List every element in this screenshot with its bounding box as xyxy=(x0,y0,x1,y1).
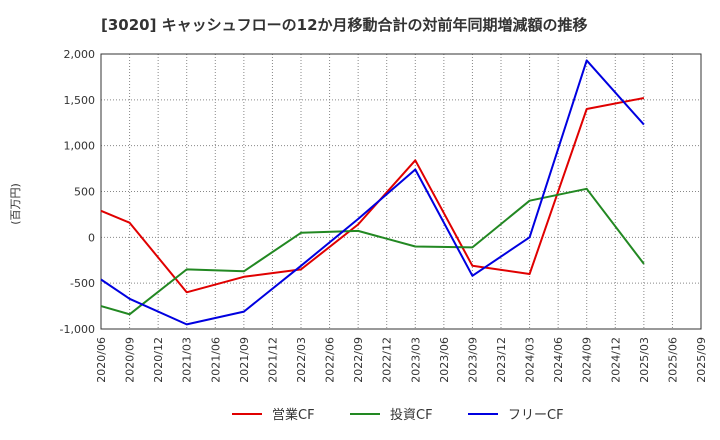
x-tick-label: 2022/03 xyxy=(295,337,308,383)
x-tick-label: 2024/09 xyxy=(581,337,594,383)
x-tick-label: 2023/06 xyxy=(438,337,451,383)
x-tick-label: 2023/03 xyxy=(409,337,422,383)
y-tick-label: 1,000 xyxy=(64,140,96,153)
plot-area-frame xyxy=(100,53,702,330)
y-axis-label: (百万円) xyxy=(9,183,22,225)
x-tick-label: 2023/09 xyxy=(466,337,479,383)
y-axis-ticks: 2,000 1,500 1,000 500 0 -500 -1,000 xyxy=(60,48,95,336)
x-tick-label: 2025/09 xyxy=(695,337,708,383)
x-tick-label: 2020/09 xyxy=(124,337,137,383)
y-tick-label: 0 xyxy=(88,231,95,244)
x-tick-label: 2025/03 xyxy=(638,337,651,383)
legend-label: フリーCF xyxy=(508,408,564,423)
x-tick-label: 2021/06 xyxy=(209,337,222,383)
x-tick-label: 2024/06 xyxy=(552,337,565,383)
grid-lines xyxy=(101,54,701,329)
series-line xyxy=(100,97,645,294)
x-tick-label: 2022/06 xyxy=(324,337,337,383)
series-line xyxy=(100,59,645,326)
y-tick-label: 500 xyxy=(74,186,95,199)
x-tick-label: 2020/12 xyxy=(152,337,165,383)
x-tick-label: 2022/09 xyxy=(352,337,365,383)
legend-label: 営業CF xyxy=(272,407,315,423)
x-axis-ticks: 2020/06 2020/09 2020/12 2021/03 2021/06 2021/… xyxy=(95,337,708,383)
y-tick-label: -500 xyxy=(70,277,95,290)
x-tick-label: 2021/03 xyxy=(181,337,194,383)
y-tick-label: 1,500 xyxy=(64,94,96,107)
x-tick-label: 2021/09 xyxy=(238,337,251,383)
legend-label: 投資CF xyxy=(390,407,433,423)
chart-title: [3020] キャッシュフローの12か月移動合計の対前年同期増減額の推移 xyxy=(101,16,588,34)
x-tick-label: 2021/12 xyxy=(266,337,279,383)
x-tick-label: 2020/06 xyxy=(95,337,108,383)
series-line xyxy=(100,187,645,316)
y-tick-label: -1,000 xyxy=(60,323,95,336)
x-tick-label: 2022/12 xyxy=(381,337,394,383)
legend: 営業CF 投資CF フリーCF xyxy=(232,407,564,423)
x-tick-label: 2024/03 xyxy=(524,337,537,383)
series-lines xyxy=(100,59,645,326)
x-tick-label: 2024/12 xyxy=(609,337,622,383)
x-tick-label: 2025/06 xyxy=(666,337,679,383)
x-tick-label: 2023/12 xyxy=(495,337,508,383)
y-tick-label: 2,000 xyxy=(64,48,96,61)
